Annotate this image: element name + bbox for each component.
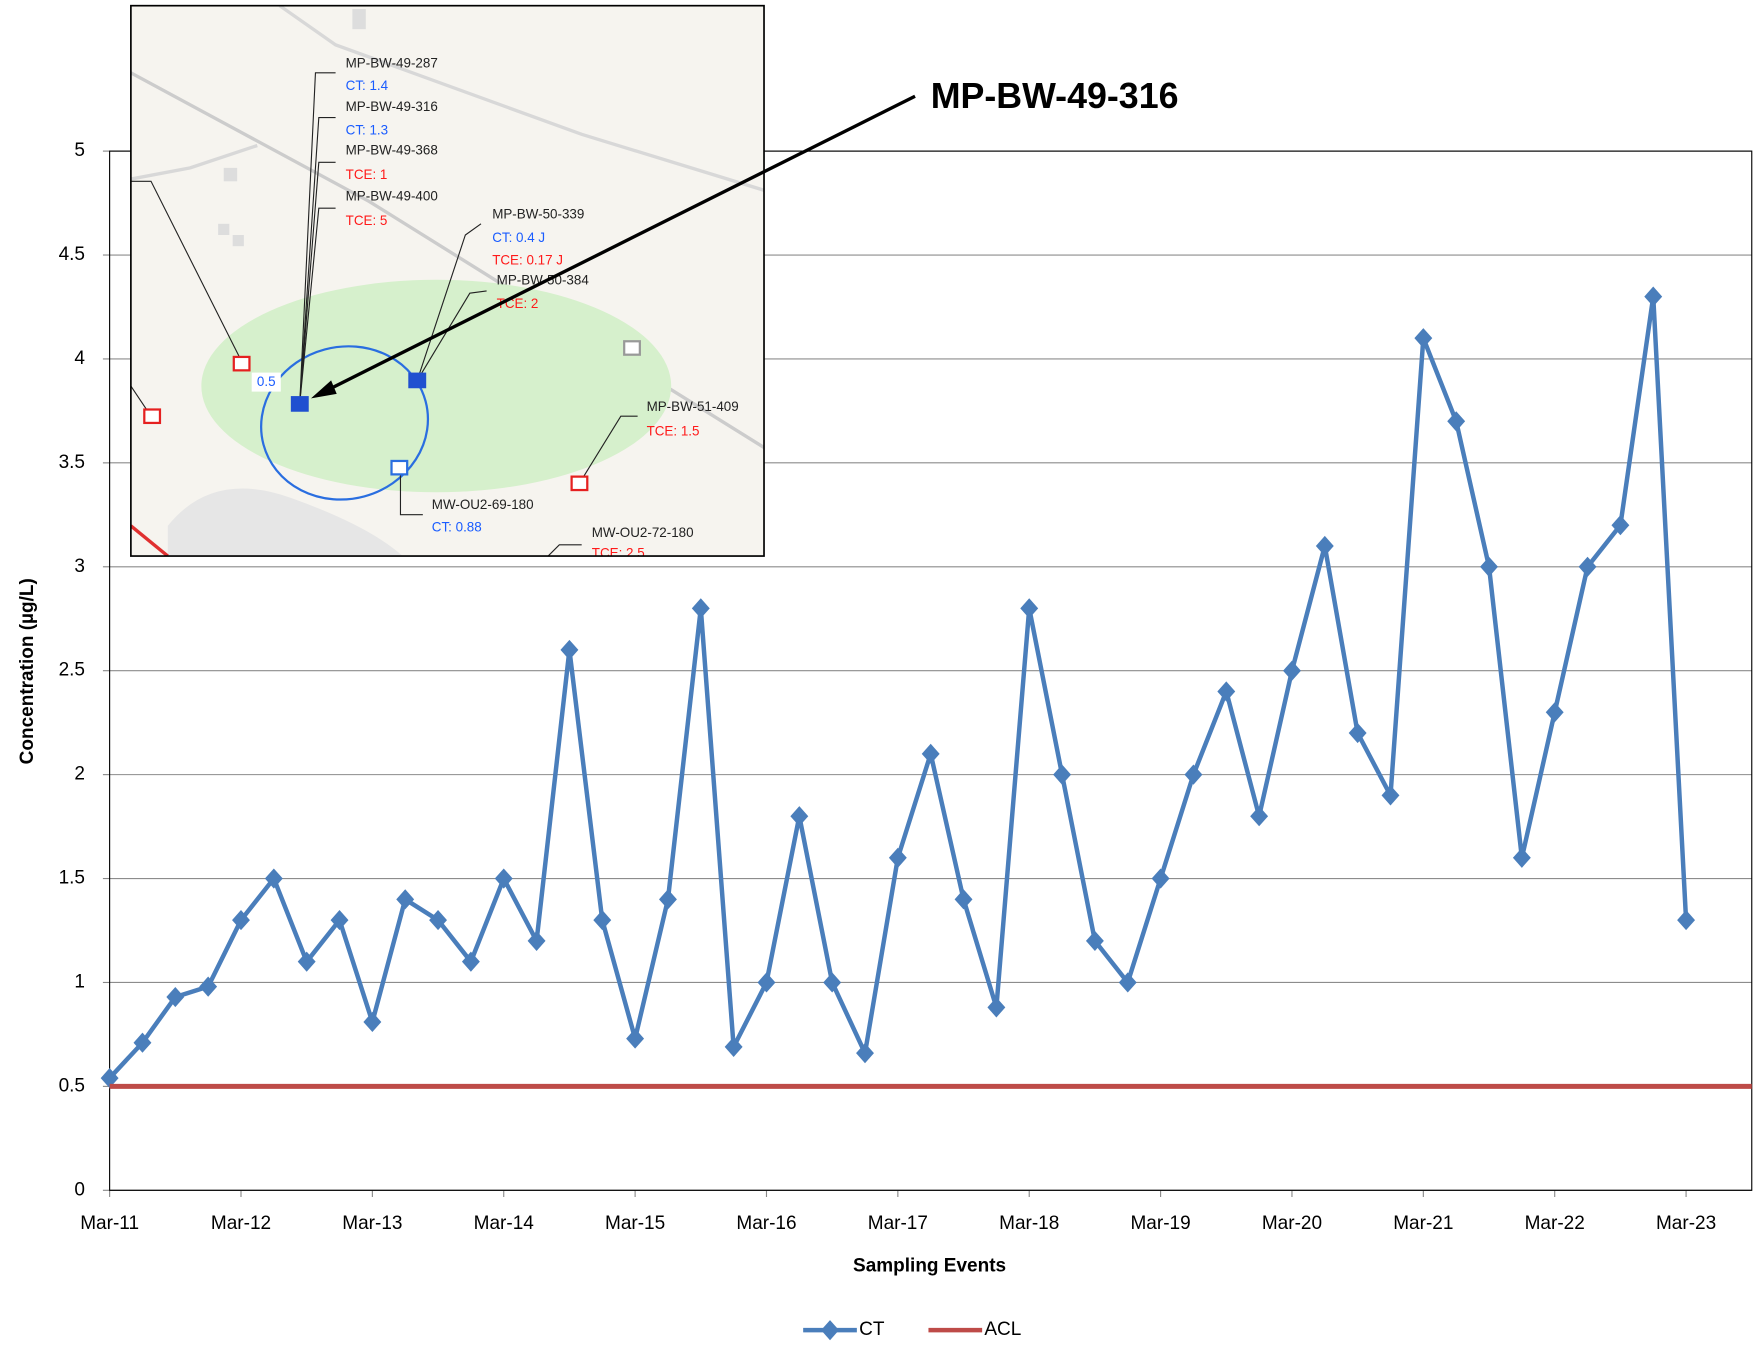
data-point [692, 598, 710, 618]
x-tick-label: Mar-11 [80, 1213, 139, 1234]
y-tick-label: 4 [74, 348, 85, 369]
data-point [626, 1029, 644, 1049]
map-label: CT: 0.4 J [492, 230, 545, 245]
x-tick-label: Mar-13 [342, 1213, 402, 1234]
data-point [199, 977, 217, 997]
data-point [790, 806, 808, 826]
map-label: MP-BW-49-316 [346, 99, 438, 114]
x-tick-label: Mar-14 [474, 1213, 535, 1234]
y-tick-label: 3 [74, 556, 85, 577]
x-tick-label: Mar-16 [736, 1213, 796, 1234]
y-tick-label: 2.5 [59, 660, 85, 681]
map-label: MP-BW-50-384 [497, 272, 590, 287]
x-tick-label: Mar-17 [868, 1213, 928, 1234]
data-point [856, 1043, 874, 1063]
data-point [396, 889, 414, 909]
y-tick-label: 3.5 [59, 452, 85, 473]
y-tick-label: 1.5 [59, 868, 85, 889]
data-point [1414, 328, 1432, 348]
map-label: TCE: 0.17 J [492, 252, 563, 267]
data-point [1513, 848, 1531, 868]
data-point [1250, 806, 1268, 826]
data-point [560, 640, 578, 660]
data-point [1447, 411, 1465, 431]
data-point [1152, 868, 1170, 888]
map-label: MW-OU2-69-180 [432, 497, 534, 512]
legend-marker [821, 1320, 839, 1340]
legend-label: ACL [984, 1319, 1021, 1340]
x-tick-label: Mar-19 [1130, 1213, 1190, 1234]
map-label: MP-BW-51-409 [647, 399, 739, 414]
data-point [1546, 702, 1564, 722]
data-point [1316, 536, 1334, 556]
x-tick-label: Mar-22 [1525, 1213, 1585, 1234]
y-tick-label: 5 [74, 140, 85, 161]
map-label: TCE: 2.5 [592, 545, 645, 560]
data-point [1020, 598, 1038, 618]
data-point [659, 889, 677, 909]
map-label: TCE: 1 [346, 167, 388, 182]
data-point [593, 910, 611, 930]
legend: CT ACL [803, 1319, 1021, 1340]
data-point [955, 889, 973, 909]
data-point [1644, 287, 1662, 307]
map-label: MP-BW-49-400 [346, 189, 438, 204]
data-point [758, 972, 776, 992]
x-tick-label: Mar-21 [1393, 1213, 1453, 1234]
chart: 0 0.5 1 1.5 2 2.5 3 3.5 4 4.5 5 Mar-11 Mar-12 Mar-13 M… [0, 0, 1754, 1347]
data-point [1480, 557, 1498, 577]
data-point [1677, 910, 1695, 930]
y-tick-label: 4.5 [59, 244, 85, 265]
map-label: TCE: 5 [346, 213, 388, 228]
map-label: MW-OU2-72-180 [592, 525, 694, 540]
data-point [1184, 765, 1202, 785]
data-point [1382, 785, 1400, 805]
callout-label: MP-BW-49-316 [931, 76, 1179, 116]
map-label: CT: 1.3 [346, 123, 388, 138]
data-point [922, 744, 940, 764]
contour-label: 0.5 [257, 374, 276, 389]
x-tick-label: Mar-23 [1656, 1213, 1716, 1234]
map-label: MP-BW-49-287 [346, 55, 438, 70]
y-tick-label: 0 [74, 1179, 85, 1200]
map-label: MP-BW-49-368 [346, 143, 438, 158]
x-tick-label: Mar-18 [999, 1213, 1059, 1234]
data-point [363, 1012, 381, 1032]
y-axis-title: Concentration (µg/L) [17, 578, 38, 764]
y-tick-label: 0.5 [59, 1075, 85, 1096]
x-tick-label: Mar-20 [1262, 1213, 1322, 1234]
data-point [1217, 681, 1235, 701]
y-tick-label: 2 [74, 764, 85, 785]
inset-map: 0.5 MP-BW-49-287 CT: 1.4 MP-BW-49-316 CT… [131, 6, 764, 561]
data-point [823, 972, 841, 992]
data-point [495, 868, 513, 888]
data-point [1349, 723, 1367, 743]
y-tick-label: 1 [74, 971, 85, 992]
x-tick-label: Mar-15 [605, 1213, 665, 1234]
map-label: MP-BW-50-339 [492, 206, 584, 221]
map-label: TCE: 1.5 [647, 423, 700, 438]
data-point [987, 997, 1005, 1017]
data-point [725, 1037, 743, 1057]
x-tick-label: Mar-12 [211, 1213, 271, 1234]
data-point [528, 931, 546, 951]
data-point [1283, 661, 1301, 681]
map-label: CT: 0.88 [432, 520, 482, 535]
legend-label: CT [859, 1319, 885, 1340]
x-axis-title: Sampling Events [853, 1255, 1006, 1276]
data-point [1053, 765, 1071, 785]
map-label: CT: 1.4 [346, 78, 389, 93]
data-point [889, 848, 907, 868]
